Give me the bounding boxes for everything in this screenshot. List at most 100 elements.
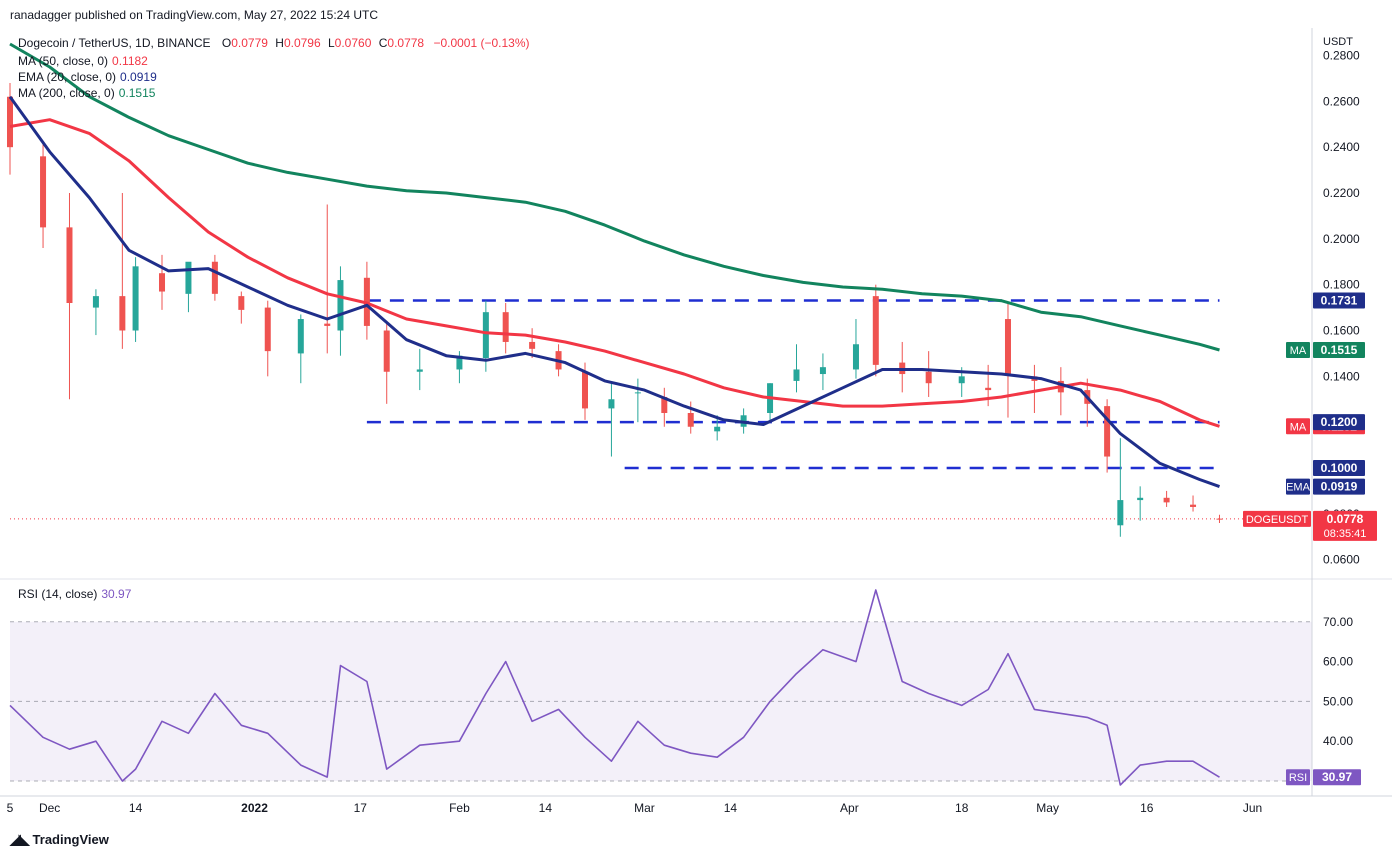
rsi-bands [10, 621, 1312, 782]
price-axis-tick: 0.1400 [1323, 369, 1360, 383]
price-axis-tick: 0.2000 [1323, 232, 1360, 246]
candle-body[interactable] [40, 156, 47, 228]
rsi-legend-value: 30.97 [101, 587, 132, 601]
candle-body[interactable] [159, 273, 166, 292]
rsi-label-name-box [1286, 769, 1310, 786]
price-labels: MA0.1515MA0.1182EMA0.09190.17310.12000.1… [1243, 292, 1377, 786]
candle-body[interactable] [119, 296, 126, 331]
candle-body[interactable] [1137, 497, 1144, 501]
candle-body[interactable] [337, 280, 344, 331]
tradingview-logo-icon: ◢◣ [10, 831, 29, 847]
axis-label-box [1313, 478, 1365, 495]
ma200-value: 0.1515 [118, 86, 156, 100]
time-axis-tick: Mar [634, 801, 655, 815]
support-resistance-lines [10, 299, 1312, 520]
ema20-label: EMA (20, close, 0) [18, 70, 117, 84]
candle-body[interactable] [958, 376, 965, 384]
candlesticks[interactable] [7, 83, 1223, 537]
series-line [9, 42, 1220, 352]
last-price-box [1313, 510, 1377, 541]
series-line [8, 95, 1221, 489]
axis-label-value: 0.1200 [1321, 415, 1358, 429]
candle-body[interactable] [608, 399, 615, 409]
open-value: 0.0779 [231, 36, 268, 50]
candle-body[interactable] [482, 312, 489, 358]
last-price-name-box [1243, 510, 1311, 527]
candle-body[interactable] [529, 341, 536, 349]
rsi-axis-tick: 40.00 [1323, 734, 1353, 748]
candle-body[interactable] [92, 296, 99, 308]
time-axis-tick: 2022 [241, 801, 268, 815]
candle-body[interactable] [872, 296, 879, 365]
candle-body[interactable] [238, 296, 245, 310]
published-info: ranadagger published on TradingView.com,… [10, 8, 379, 22]
candle-body[interactable] [852, 344, 859, 370]
axis-label-value: 0.1731 [1321, 293, 1358, 307]
candle-body[interactable] [264, 307, 271, 352]
low-value: 0.0760 [334, 36, 372, 50]
candle-body[interactable] [416, 369, 423, 372]
rsi-axis-tick: 50.00 [1323, 694, 1353, 708]
tradingview-brand[interactable]: ◢◣ TradingView [10, 831, 109, 848]
candle-body[interactable] [985, 387, 992, 391]
candle-body[interactable] [66, 227, 73, 303]
axis-label-name: MA [1290, 345, 1307, 357]
candle-body[interactable] [793, 369, 800, 381]
ma200-label: MA (200, close, 0) [18, 86, 115, 100]
axis-label-box [1313, 292, 1365, 309]
rsi-line [9, 589, 1220, 786]
rsi-legend[interactable]: RSI (14, close) 30.97 [18, 587, 131, 601]
candle-body[interactable] [185, 261, 192, 294]
axis-label-box [1313, 414, 1365, 431]
candle-body[interactable] [634, 392, 641, 394]
time-axis-tick: 17 [354, 801, 368, 815]
candle-body[interactable] [925, 371, 932, 384]
candle-body[interactable] [1190, 504, 1197, 507]
candle-body[interactable] [132, 266, 139, 331]
legend-ma200[interactable]: MA (200, close, 0) 0.1515 [18, 86, 155, 100]
axis-label-value: 0.0919 [1321, 480, 1358, 494]
candle-body[interactable] [1004, 319, 1011, 375]
candle-body[interactable] [819, 367, 826, 375]
candle-body[interactable] [1163, 497, 1170, 503]
candle-body[interactable] [687, 413, 694, 427]
candle-body[interactable] [1117, 500, 1124, 526]
rsi-label-box [1313, 769, 1361, 786]
change-value: −0.0001 (−0.13%) [433, 36, 530, 50]
rsi-legend-label: RSI (14, close) [18, 587, 98, 601]
time-axis-tick: Apr [840, 801, 859, 815]
series-line [9, 118, 1220, 428]
time-axis-tick: 5 [7, 801, 14, 815]
last-price-name: DOGEUSDT [1246, 514, 1309, 526]
axis-label-name: EMA [1286, 482, 1311, 494]
axis-label-box [1313, 460, 1365, 476]
candle-body[interactable] [714, 426, 721, 432]
time-axis-tick: 14 [539, 801, 553, 815]
legend-ema20[interactable]: EMA (20, close, 0) 0.0919 [18, 70, 157, 84]
open-label: O [221, 36, 232, 50]
last-price-value: 0.0778 [1327, 512, 1364, 526]
candle-body[interactable] [297, 319, 304, 354]
time-axis-tick: Feb [449, 801, 470, 815]
candle-body[interactable] [324, 323, 331, 326]
candle-body[interactable] [383, 330, 390, 372]
candle-body[interactable] [211, 261, 218, 294]
brand-name: TradingView [32, 832, 109, 847]
symbol-title[interactable]: Dogecoin / TetherUS, 1D, BINANCE [18, 36, 211, 50]
low-label: L [327, 36, 335, 50]
candle-body[interactable] [661, 396, 668, 413]
candle-body[interactable] [7, 96, 13, 148]
candle-body[interactable] [502, 312, 509, 342]
time-axis-tick: 14 [129, 801, 143, 815]
legend-ma50[interactable]: MA (50, close, 0) 0.1182 [18, 54, 148, 68]
close-value: 0.0778 [387, 36, 425, 50]
rsi-label-value: 30.97 [1322, 770, 1352, 784]
candle-body[interactable] [581, 371, 588, 409]
candle-body[interactable] [1104, 406, 1111, 457]
candle-body[interactable] [456, 355, 463, 370]
axis-label-value: 0.1000 [1321, 461, 1358, 475]
candle-body[interactable] [1216, 518, 1223, 520]
symbol-legend: Dogecoin / TetherUS, 1D, BINANCE O0.0779… [18, 36, 530, 50]
rsi-polyline [9, 589, 1220, 786]
